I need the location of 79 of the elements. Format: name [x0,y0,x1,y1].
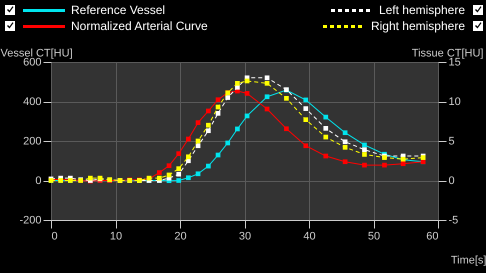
point [323,126,328,131]
point [362,152,367,157]
point [235,126,240,132]
point [362,142,367,148]
point [323,134,328,140]
point [264,94,270,100]
point [323,154,328,158]
y2-tick-label: 5 [448,136,455,148]
y-tick-label: 600 [23,56,42,68]
point [186,136,191,142]
point [176,166,182,171]
point [235,80,240,86]
point [225,95,230,100]
point [323,114,328,120]
x-tick-label: 0 [52,230,58,242]
x-tick-label: 20 [174,230,187,242]
y2-tick-label: -5 [448,214,458,226]
x-tick-label: 40 [303,230,316,242]
point [303,143,308,148]
point [166,163,172,168]
point [186,175,191,180]
point [244,114,250,118]
point [206,128,211,134]
point [206,164,211,168]
point [235,84,240,90]
point [157,170,162,175]
legend-label: Left hemisphere [378,2,465,18]
point [225,140,230,146]
point [264,75,270,80]
point [196,143,200,148]
point [206,122,211,128]
y-tick-label: 400 [23,96,42,108]
point [303,106,308,111]
point [186,154,191,160]
y2-tick-label: 0 [448,175,455,187]
point [342,130,348,136]
point [362,162,367,168]
y2-tick-label: 15 [448,56,461,68]
y2-tick-label: 10 [448,96,461,108]
x-tick-label: 60 [426,230,438,242]
x-tick-label: 50 [368,230,380,242]
point [342,139,348,144]
legend-label: Reference Vessel [71,2,166,18]
point [216,152,220,158]
point [216,111,220,116]
point [264,106,270,112]
point [303,98,308,102]
point [244,78,250,84]
y2-axis-title: Tissue CT[HU] [412,48,484,60]
point [196,171,200,176]
point [88,176,93,180]
point [400,161,406,166]
y-tick-label: 200 [23,136,42,148]
point [157,176,162,180]
point [176,151,182,156]
legend-label: Right hemisphere [370,18,465,34]
point [216,104,220,110]
y-tick-label: 0 [35,175,42,187]
point [284,96,289,101]
point [206,108,211,114]
point [244,91,250,96]
point [362,147,367,152]
legend-label: Normalized Arterial Curve [71,18,208,34]
y-tick-label: -200 [19,214,42,226]
point [342,144,348,150]
point [382,162,387,168]
point [166,172,172,178]
point [342,159,348,164]
x-axis-title: Time[s] [450,254,486,266]
x-tick-label: 10 [110,230,122,242]
point [176,178,182,183]
point [176,172,182,177]
point [196,120,200,125]
x-tick-label: 30 [238,230,252,242]
point [303,117,308,122]
point [216,97,220,102]
point [284,126,289,132]
point [196,138,200,144]
point [264,80,270,86]
